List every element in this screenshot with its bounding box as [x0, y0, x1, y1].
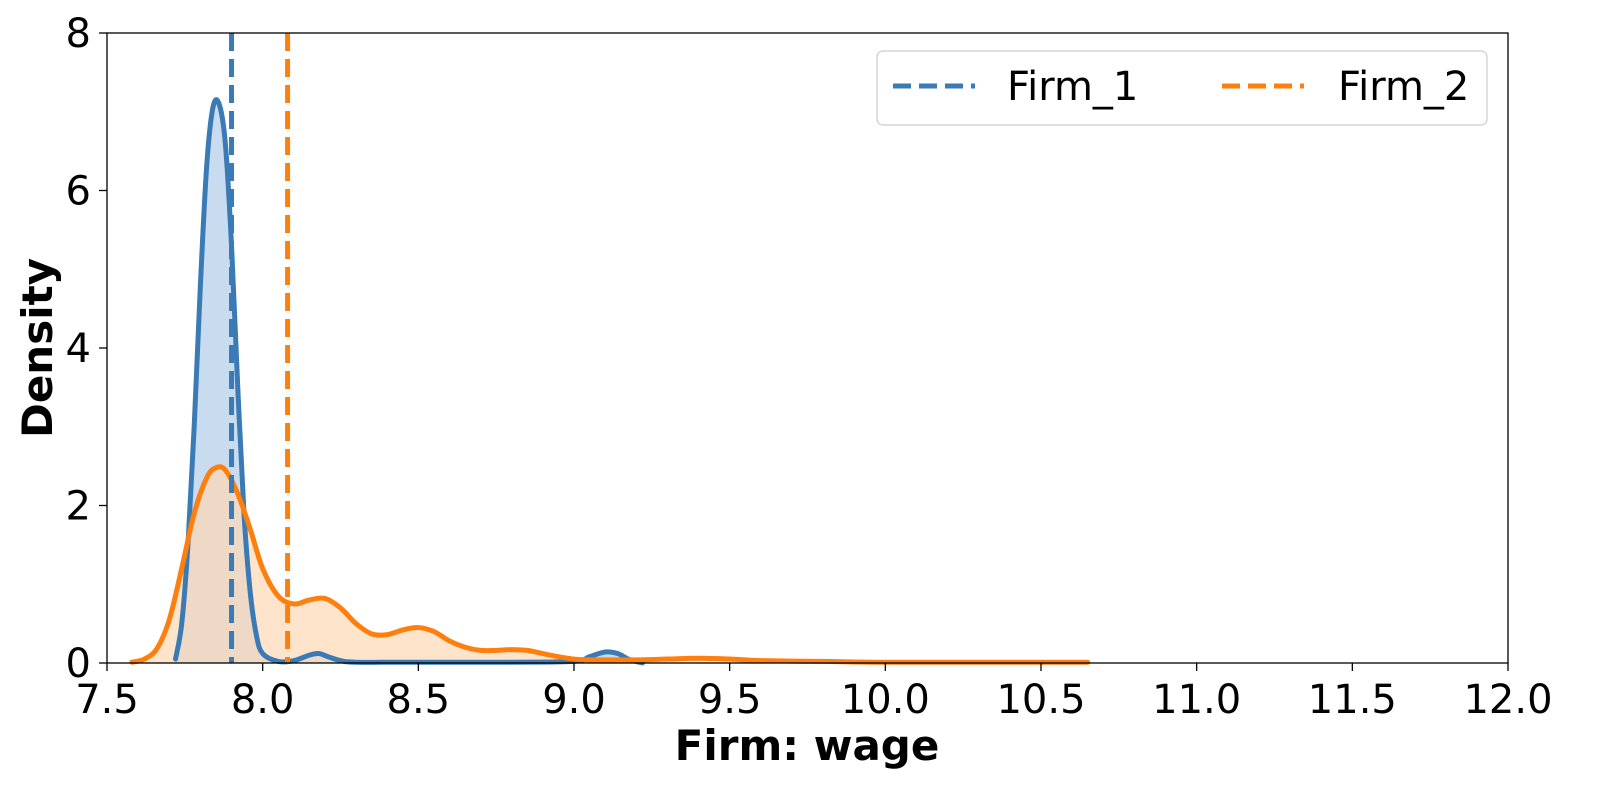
x-tick-label: 8.5: [387, 677, 451, 723]
y-tick-label: 4: [66, 326, 91, 372]
x-tick-label: 7.5: [75, 677, 139, 723]
legend-box: [876, 50, 1488, 126]
legend-label-firm-1: Firm_1: [1007, 64, 1138, 110]
density-line-firm-1: [172, 97, 645, 666]
x-tick-label: 10.0: [841, 677, 930, 723]
y-tick-label: 6: [66, 169, 91, 215]
legend-label-firm-2: Firm_2: [1338, 64, 1469, 110]
plot-area: [129, 33, 1091, 666]
y-tick-label: 2: [66, 484, 91, 530]
y-axis-title: Density: [13, 258, 62, 438]
y-axis: 0 2 4 6 8: [66, 11, 107, 687]
legend: Firm_1 Firm_2: [876, 50, 1488, 126]
x-tick-label: 8.0: [231, 677, 295, 723]
x-tick-label: 11.0: [1152, 677, 1241, 723]
density-area-firm-2: [131, 466, 1088, 663]
density-line-firm-2: [129, 464, 1091, 665]
x-tick-label: 9.5: [698, 677, 762, 723]
x-tick-label: 10.5: [996, 677, 1085, 723]
x-tick-label: 9.0: [542, 677, 606, 723]
y-tick-label: 0: [66, 641, 91, 687]
x-tick-label: 11.5: [1308, 677, 1397, 723]
x-axis: 7.5 8.0 8.5 9.0 9.5 10.0 10.5 11.0 11.5 12.0: [75, 663, 1553, 723]
x-axis-title: Firm: wage: [675, 721, 940, 770]
y-tick-label: 8: [66, 11, 91, 57]
x-tick-label: 12.0: [1463, 677, 1552, 723]
